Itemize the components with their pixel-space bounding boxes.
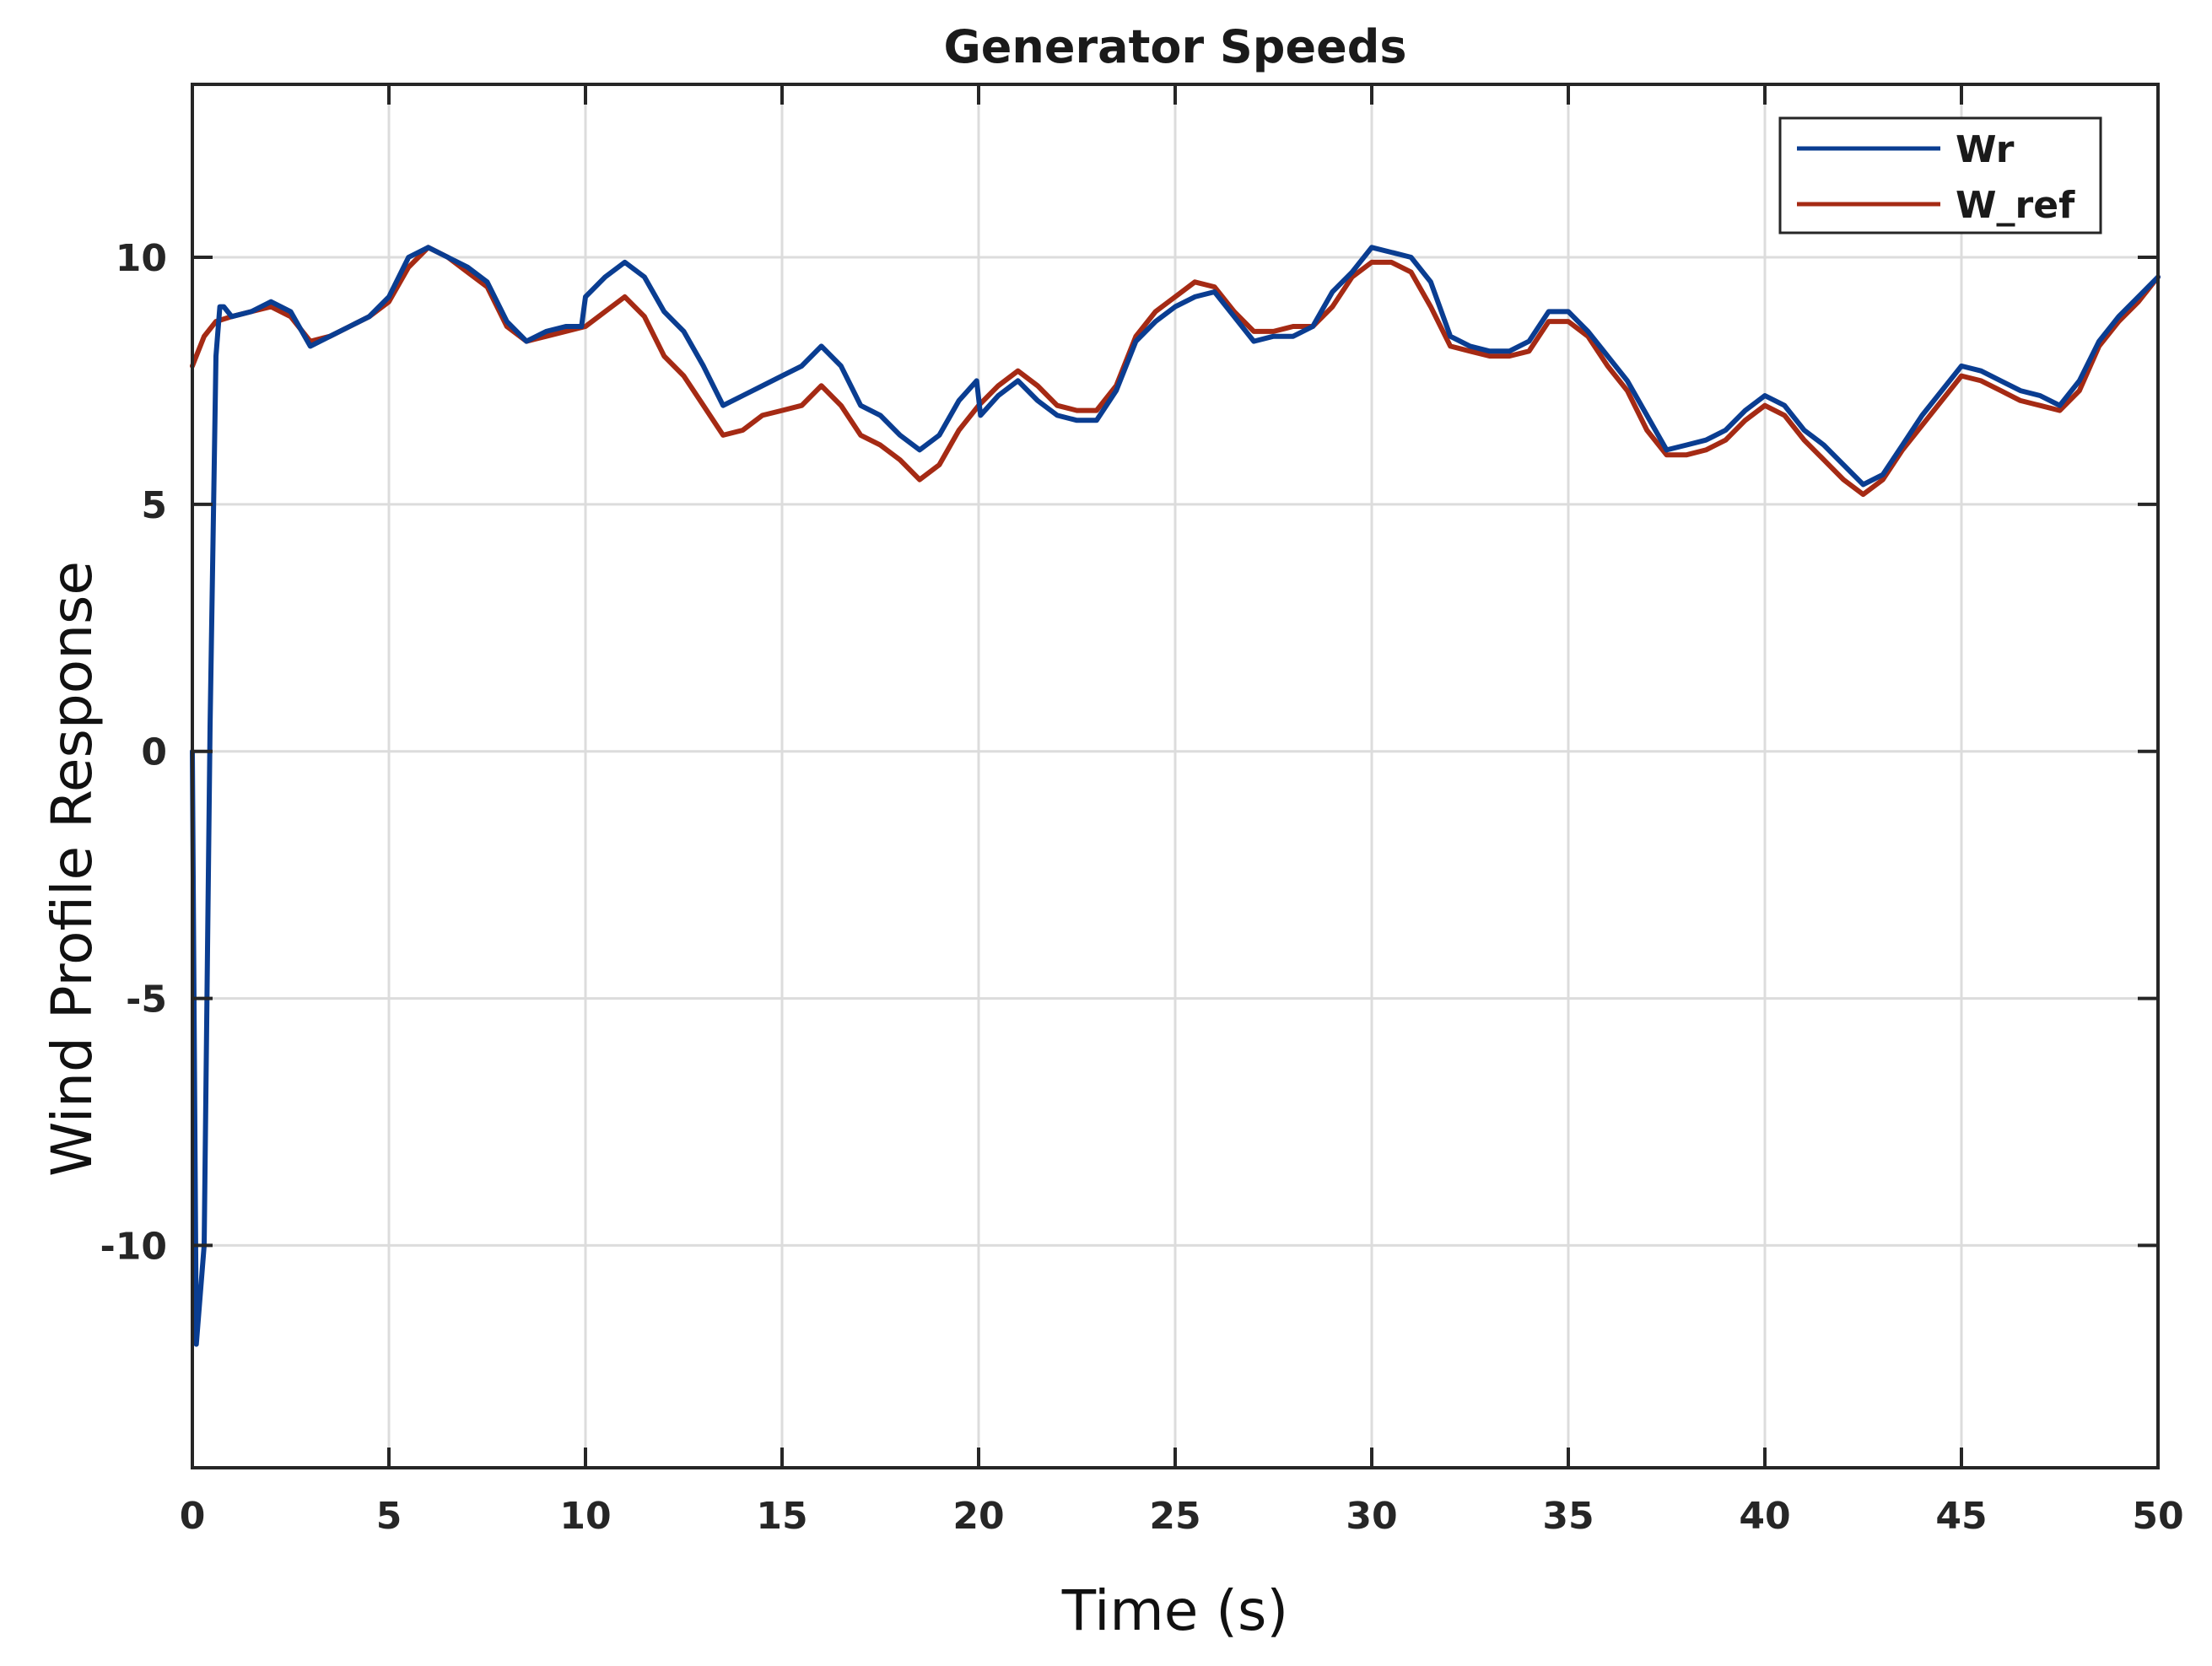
y-tick-label: -10 xyxy=(100,1225,168,1268)
legend-box xyxy=(1778,116,2102,235)
x-tick-label: 45 xyxy=(1935,1495,1987,1538)
x-axis-label: Time (s) xyxy=(1061,1578,1288,1643)
x-tick-label: 10 xyxy=(559,1495,611,1538)
x-tick-label: 30 xyxy=(1346,1495,1397,1538)
x-tick-label: 50 xyxy=(2132,1495,2183,1538)
legend: Wr W_ref xyxy=(1778,116,2102,235)
x-tick-label: 0 xyxy=(180,1495,206,1538)
grid xyxy=(191,84,2160,1468)
legend-label-wr: Wr xyxy=(1956,128,2015,171)
x-tick-label: 15 xyxy=(756,1495,807,1538)
x-tick-label: 40 xyxy=(1739,1495,1790,1538)
x-tick-label: 35 xyxy=(1542,1495,1594,1538)
series-line-wr xyxy=(190,245,2161,1347)
x-tick-label: 25 xyxy=(1149,1495,1200,1538)
legend-label-w-ref: W_ref xyxy=(1956,184,2075,227)
y-axis-label: Wind Profile Response xyxy=(40,561,105,1177)
x-tick-label: 5 xyxy=(376,1495,402,1538)
y-tick-label: 5 xyxy=(141,484,167,527)
series-layer xyxy=(190,245,2161,1347)
x-tick-label: 20 xyxy=(952,1495,1004,1538)
axis-ticks: 0 5 10 15 20 25 30 35 40 45 50 -10 -5 0 5 10 xyxy=(100,84,2184,1538)
chart-title: Generator Speeds xyxy=(943,20,1406,73)
y-tick-label: 0 xyxy=(141,731,167,774)
y-tick-label: 10 xyxy=(116,237,167,280)
y-tick-label: -5 xyxy=(126,979,167,1022)
